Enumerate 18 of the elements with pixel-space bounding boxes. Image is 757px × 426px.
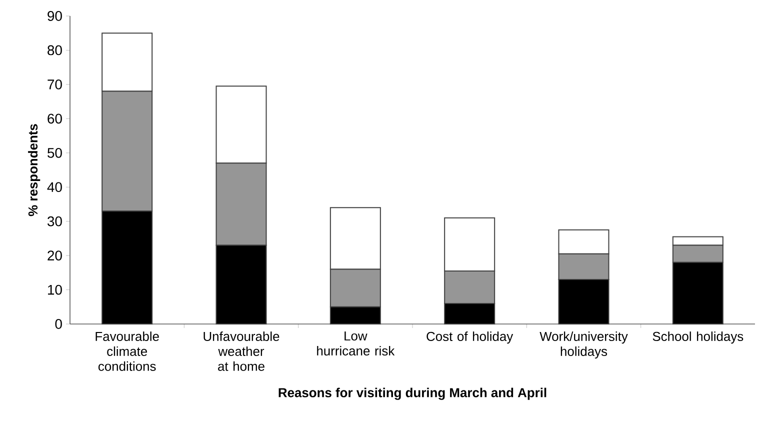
- y-tick-label: 70: [48, 80, 62, 90]
- y-tick-label: 20: [48, 250, 62, 260]
- x-axis-title: Reasons for visiting during March and April: [278, 388, 546, 400]
- y-tick-label: 90: [48, 11, 62, 21]
- y-axis-title: % respondents: [28, 124, 40, 216]
- y-tick-label: 80: [48, 45, 62, 56]
- x-tick-label: Low hurricane risk: [317, 332, 395, 356]
- y-tick-label: 10: [48, 284, 62, 295]
- y-tick-label: 0: [55, 319, 62, 329]
- x-tick-label: Favourable climate conditions: [96, 332, 159, 371]
- y-tick-label: 40: [47, 182, 62, 192]
- y-tick-label: 60: [48, 114, 62, 124]
- x-tick-label: Unfavourable weather at home: [204, 332, 280, 371]
- y-tick-label: 30: [47, 216, 62, 226]
- x-tick-label: School holidays: [652, 332, 744, 344]
- x-tick-label: Cost of holiday: [426, 332, 514, 344]
- y-tick-label: 50: [48, 148, 62, 158]
- x-tick-label: Work/university holidays: [540, 332, 628, 359]
